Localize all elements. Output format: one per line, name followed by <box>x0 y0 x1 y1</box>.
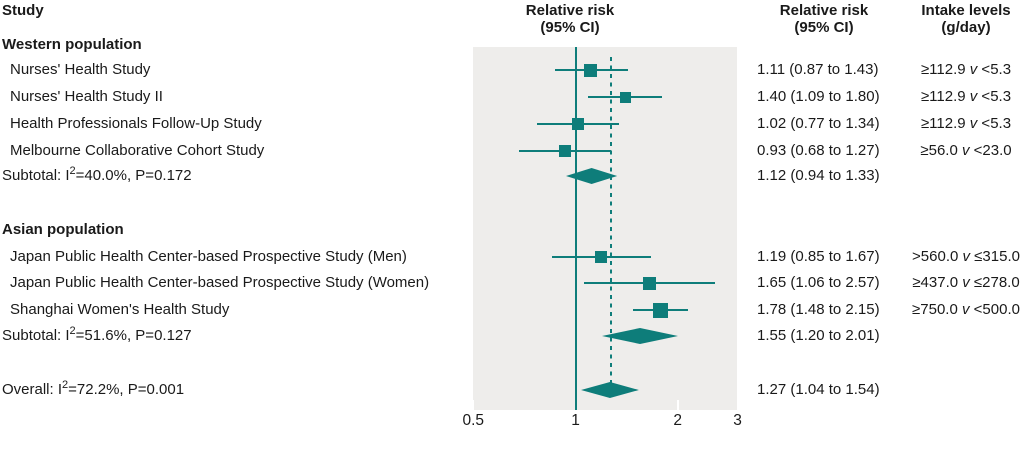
group-header: Asian population <box>2 221 124 238</box>
intake-value: ≥112.9 v <5.3 <box>920 61 1012 78</box>
plot-column-header: Relative risk (95% CI) <box>470 2 670 36</box>
point-estimate-marker <box>595 251 608 263</box>
point-estimate-marker <box>642 276 656 290</box>
overall-dashed-line <box>609 57 612 391</box>
x-axis-tick-label: 1 <box>571 412 580 429</box>
x-axis-tick <box>736 400 739 410</box>
intake-column-header-line1: Intake levels <box>921 2 1011 19</box>
x-axis-tick <box>676 400 679 410</box>
study-label: Japan Public Health Center-based Prospec… <box>10 248 407 265</box>
plot-column-header-line2: (95% CI) <box>540 19 600 36</box>
intake-value: ≥56.0 v <23.0 <box>920 142 1012 159</box>
rr-value: 1.78 (1.48 to 2.15) <box>757 301 880 318</box>
point-estimate-marker <box>584 63 598 77</box>
x-axis-tick <box>472 400 475 410</box>
overall-diamond <box>581 382 640 398</box>
x-axis-tick-label: 2 <box>673 412 683 429</box>
rr-value: 1.65 (1.06 to 2.57) <box>757 274 880 291</box>
point-estimate-marker <box>619 91 631 103</box>
intake-value: ≥112.9 v <5.3 <box>920 115 1012 132</box>
rr-column-header: Relative risk (95% CI) <box>744 2 904 36</box>
subtotal-diamond <box>566 168 618 184</box>
null-line <box>574 47 577 410</box>
intake-value: ≥750.0 v <500.0 <box>912 301 1020 318</box>
point-estimate-marker <box>558 145 571 157</box>
rr-column-header-line1: Relative risk <box>779 2 869 19</box>
point-estimate-marker <box>572 118 585 130</box>
intake-value: >560.0 v ≤315.0 <box>912 248 1020 265</box>
x-axis-tick-label: 0.5 <box>462 412 485 429</box>
intake-value: ≥112.9 v <5.3 <box>920 88 1012 105</box>
rr-value: 1.19 (0.85 to 1.67) <box>757 248 880 265</box>
study-label: Shanghai Women's Health Study <box>10 301 230 318</box>
x-axis-tick-label: 3 <box>733 412 742 429</box>
plot-column-header-line1: Relative risk <box>525 2 615 19</box>
study-label: Nurses' Health Study II <box>10 88 163 105</box>
group-header: Western population <box>2 36 142 53</box>
subtotal-label: Subtotal: I2=51.6%, P=0.127 <box>2 325 192 345</box>
rr-value: 1.27 (1.04 to 1.54) <box>757 381 880 398</box>
subtotal-label: Subtotal: I2=40.0%, P=0.172 <box>2 165 192 185</box>
point-estimate-marker <box>653 302 669 318</box>
study-column-header: Study <box>2 2 44 19</box>
study-label: Nurses' Health Study <box>10 61 151 78</box>
rr-value: 1.11 (0.87 to 1.43) <box>757 61 879 78</box>
study-label: Melbourne Collaborative Cohort Study <box>10 142 265 159</box>
overall-label: Overall: I2=72.2%, P=0.001 <box>2 379 185 399</box>
rr-value: 1.02 (0.77 to 1.34) <box>757 115 880 132</box>
intake-value: ≥437.0 v ≤278.0 <box>912 274 1020 291</box>
study-label: Health Professionals Follow-Up Study <box>10 115 262 132</box>
rr-column-header-line2: (95% CI) <box>794 19 854 36</box>
plot-area <box>473 47 737 410</box>
intake-column-header: Intake levels (g/day) <box>886 2 1024 36</box>
intake-column-header-line2: (g/day) <box>941 19 991 36</box>
study-label: Japan Public Health Center-based Prospec… <box>10 274 430 291</box>
rr-value: 0.93 (0.68 to 1.27) <box>757 142 880 159</box>
subtotal-diamond <box>602 328 679 344</box>
rr-value: 1.12 (0.94 to 1.33) <box>757 167 880 184</box>
rr-value: 1.40 (1.09 to 1.80) <box>757 88 880 105</box>
rr-value: 1.55 (1.20 to 2.01) <box>757 327 880 344</box>
